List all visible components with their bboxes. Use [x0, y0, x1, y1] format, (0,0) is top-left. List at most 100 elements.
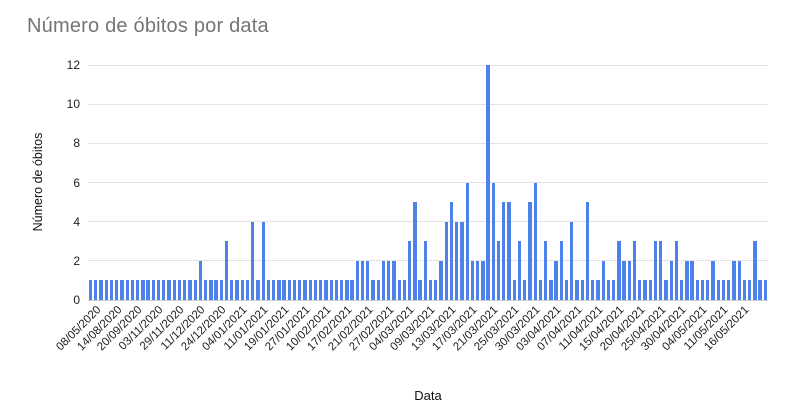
bar: [282, 280, 286, 300]
bar: [203, 280, 208, 300]
bar: [198, 260, 203, 300]
bar: [596, 280, 600, 300]
bar: [209, 280, 213, 300]
bar: [402, 280, 407, 300]
gridline: [88, 64, 768, 66]
bar: [256, 280, 260, 300]
bar: [538, 280, 543, 300]
gridline: [88, 142, 768, 144]
bar: [313, 280, 318, 300]
bar: [193, 280, 197, 300]
bar: [125, 280, 129, 300]
y-tick-label: 0: [73, 293, 80, 307]
bar: [564, 280, 569, 300]
bar: [559, 241, 563, 300]
y-tick-label: 6: [73, 175, 80, 190]
bar: [319, 280, 323, 300]
bar: [517, 241, 522, 300]
bar: [115, 280, 119, 300]
bar: [345, 280, 349, 300]
bar: [266, 280, 271, 300]
bar: [674, 241, 679, 300]
bar: [407, 241, 412, 300]
bar: [339, 280, 344, 300]
bar: [711, 260, 715, 300]
plot-area[interactable]: [88, 64, 768, 301]
bar: [622, 260, 626, 300]
bar: [753, 241, 757, 300]
bar: [679, 280, 684, 300]
bar: [664, 280, 668, 300]
bar: [617, 241, 621, 300]
bar: [585, 202, 590, 300]
bar: [324, 280, 328, 300]
bar: [146, 280, 150, 300]
bar: [350, 280, 354, 300]
bar: [245, 280, 250, 300]
bar: [392, 260, 396, 300]
bar: [428, 280, 433, 300]
bar: [224, 241, 229, 300]
y-tick-label: 12: [66, 58, 80, 72]
bar: [470, 260, 475, 300]
bar: [88, 280, 93, 300]
bar: [240, 280, 244, 300]
gridline: [88, 103, 768, 105]
bar: [334, 280, 339, 300]
bar: [643, 280, 647, 300]
y-tick-label: 4: [73, 214, 80, 229]
bar: [575, 280, 579, 300]
bar: [167, 280, 171, 300]
bar: [758, 280, 762, 300]
bar: [543, 241, 548, 300]
gridline: [88, 221, 768, 223]
bar: [381, 260, 386, 300]
y-tick-label: 2: [73, 253, 80, 268]
bar: [449, 202, 454, 300]
bar: [695, 280, 699, 300]
bar: [591, 280, 595, 300]
bar: [183, 280, 187, 300]
bar: [648, 280, 652, 300]
bar: [130, 280, 135, 300]
bar: [611, 280, 616, 300]
bar: [214, 280, 218, 300]
bar: [277, 280, 281, 300]
bar: [491, 182, 495, 300]
bar: [271, 280, 276, 300]
bar: [235, 280, 239, 300]
bar: [732, 260, 736, 300]
bar: [292, 280, 297, 300]
bar: [632, 241, 637, 300]
bar: [747, 280, 752, 300]
bar: [355, 260, 359, 300]
gridline: [88, 299, 768, 301]
bar: [528, 202, 532, 300]
bar: [94, 280, 98, 300]
bar: [251, 221, 255, 300]
bar: [287, 280, 291, 300]
bar: [371, 280, 375, 300]
bar: [685, 260, 689, 300]
bar: [151, 280, 155, 300]
bar: [737, 260, 741, 300]
bar: [376, 280, 380, 300]
bar: [109, 280, 114, 300]
bar: [99, 280, 103, 300]
bar: [439, 260, 443, 300]
bar: [475, 260, 480, 300]
bar: [465, 182, 469, 300]
bar: [156, 280, 161, 300]
bar: [397, 280, 401, 300]
bar: [533, 182, 537, 300]
bar: [418, 280, 422, 300]
bar: [387, 260, 391, 300]
bar: [104, 280, 108, 300]
bar: [507, 202, 511, 300]
bar: [580, 280, 584, 300]
bar: [444, 221, 448, 300]
bar: [177, 280, 182, 300]
bar: [669, 260, 673, 300]
bar: [554, 260, 558, 300]
